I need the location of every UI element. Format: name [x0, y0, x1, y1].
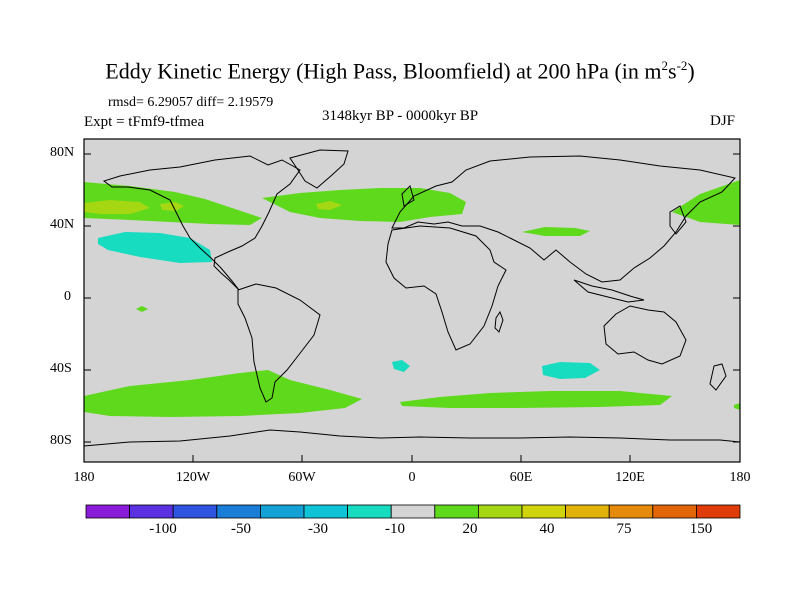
colorbar-label: -30	[308, 521, 328, 537]
strong-positive-regions	[84, 200, 342, 214]
stats-text: rmsd= 6.29057 diff= 2.19579	[108, 95, 274, 110]
negative-anomaly-regions	[98, 232, 600, 379]
southern-ocean-west-positive-region	[84, 370, 362, 417]
coastlines	[83, 149, 741, 447]
colorbar-box	[696, 504, 741, 519]
x-label-120e: 120E	[615, 470, 645, 485]
colorbar	[85, 504, 741, 519]
europe-asia-outline	[391, 155, 736, 283]
uk-outline	[401, 185, 415, 207]
y-label-equator: 0	[64, 289, 71, 304]
colorbar-box	[85, 504, 130, 519]
colorbar-box	[129, 504, 174, 519]
y-label-80s: 80S	[50, 433, 72, 448]
atlantic-strong-core	[316, 201, 342, 210]
asia-positive-region	[522, 227, 590, 236]
period-label: 3148kyr BP - 0000kyr BP	[321, 108, 479, 124]
x-label-180-east: 180	[729, 470, 751, 485]
x-label-120w: 120W	[175, 470, 211, 485]
colorbar-box	[390, 504, 436, 519]
colorbar-box	[652, 504, 697, 519]
southern-ocean-east-positive-region	[400, 391, 672, 408]
antarctica-outline	[83, 429, 741, 447]
south-atlantic-negative-region	[392, 360, 410, 372]
colorbar-box	[434, 504, 479, 519]
northeast-pacific-negative-region	[98, 232, 212, 263]
positive-anomaly-regions	[84, 180, 740, 417]
new-zealand-outline	[709, 363, 727, 391]
north-america-outline	[102, 155, 301, 291]
y-label-40n: 40N	[50, 217, 75, 232]
x-label-60e: 60E	[509, 470, 533, 485]
madagascar-outline	[494, 310, 504, 333]
colorbar-box	[608, 504, 654, 519]
pacific-strong-core	[84, 200, 150, 214]
x-label-0: 0	[408, 470, 416, 485]
colorbar-box	[259, 504, 305, 519]
y-label-40s: 40S	[50, 361, 72, 376]
axis-ticks	[84, 153, 740, 462]
colorbar-box	[347, 504, 392, 519]
south-indian-negative-region	[542, 362, 600, 379]
africa-outline	[385, 225, 507, 351]
colorbar-label: -100	[149, 521, 177, 537]
y-label-80n: 80N	[50, 145, 75, 160]
japan-outline	[669, 205, 687, 235]
colorbar-label: -10	[385, 521, 405, 537]
colorbar-label: 150	[689, 521, 713, 537]
south-america-outline	[237, 283, 321, 403]
season-label: DJF	[710, 113, 736, 129]
colorbar-box	[216, 504, 261, 519]
colorbar-label: -50	[231, 521, 251, 537]
experiment-label: Expt = tFmf9-tfmea	[84, 114, 205, 130]
maritime-continent-outline	[573, 279, 645, 303]
colorbar-label: 20	[462, 521, 478, 537]
colorbar-label: 75	[616, 521, 632, 537]
colorbar-box	[565, 504, 610, 519]
australia-outline	[603, 305, 687, 365]
north-atlantic-positive-region	[262, 188, 466, 222]
colorbar-box	[521, 504, 566, 519]
colorbar-box	[172, 504, 218, 519]
x-label-60w: 60W	[288, 470, 316, 485]
pacific-strong-core-east	[160, 202, 184, 211]
colorbar-box	[303, 504, 348, 519]
southeast-pacific-edge-spot	[734, 403, 740, 410]
greenland-outline	[289, 149, 349, 189]
plot-title: Eddy Kinetic Energy (High Pass, Bloomfie…	[105, 58, 695, 84]
tropical-pacific-positive-spot	[136, 306, 148, 312]
x-label-180-west: 180	[73, 470, 95, 485]
colorbar-label: 40	[539, 521, 555, 537]
colorbar-box	[477, 504, 523, 519]
